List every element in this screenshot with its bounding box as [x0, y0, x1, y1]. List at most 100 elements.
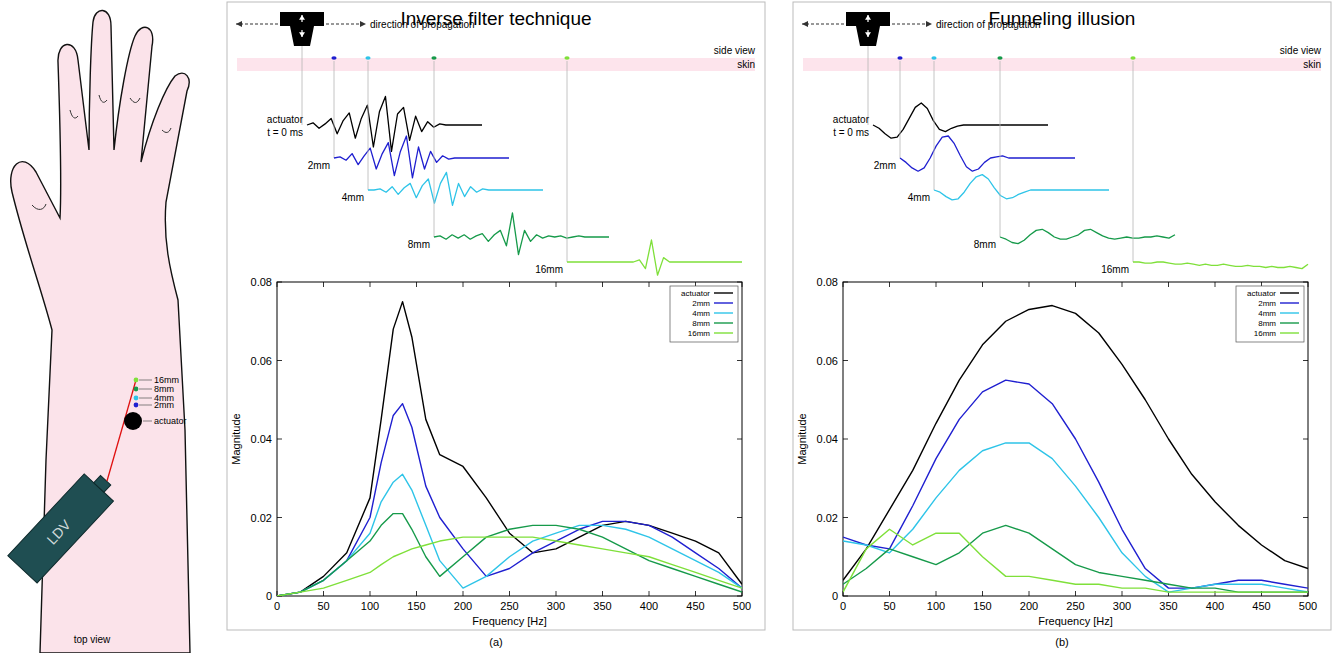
legend-swatch — [1280, 302, 1299, 303]
x-tick-label: 300 — [547, 600, 565, 612]
sensor-dot — [564, 56, 569, 60]
x-tick — [370, 591, 371, 596]
x-tick — [1075, 282, 1076, 287]
leader — [139, 405, 152, 406]
trace-sublabel: t = 0 ms — [267, 127, 303, 138]
skin-label: skin — [737, 59, 755, 70]
sensor-dot — [431, 56, 436, 60]
propagation-arrow — [236, 24, 278, 25]
propagation-arrow — [326, 24, 366, 25]
series-line — [277, 537, 742, 596]
trace-label: actuator — [267, 114, 304, 125]
legend-swatch — [714, 322, 733, 323]
x-tick — [1075, 591, 1076, 596]
y-tick — [277, 439, 282, 440]
x-tick — [1215, 282, 1216, 287]
drop-line — [368, 61, 369, 190]
x-tick — [416, 282, 417, 287]
waveform — [368, 172, 543, 205]
legend: actuator2mm4mm8mm16mm — [670, 286, 738, 342]
view-label: top view — [74, 634, 111, 645]
x-tick — [509, 591, 510, 596]
y-tick-label: 0.04 — [251, 433, 272, 445]
x-tick — [982, 282, 983, 287]
x-tick — [370, 282, 371, 287]
x-tick-label: 500 — [1299, 600, 1317, 612]
x-tick — [936, 591, 937, 596]
series-line — [843, 443, 1308, 592]
y-tick — [1303, 360, 1308, 361]
x-tick-label: 200 — [454, 600, 472, 612]
legend-swatch — [1280, 312, 1299, 313]
plot-frame — [843, 282, 1308, 596]
y-tick-label: 0.06 — [817, 355, 838, 367]
vibration-arrow — [301, 15, 302, 22]
x-tick — [602, 282, 603, 287]
series-line — [843, 525, 1308, 592]
y-tick-label: 0.06 — [251, 355, 272, 367]
sensor-dot — [997, 56, 1002, 60]
legend-label: actuator — [1247, 289, 1276, 298]
x-tick — [323, 591, 324, 596]
y-tick — [843, 439, 848, 440]
skin-band — [237, 58, 755, 71]
sensor-dot — [931, 56, 936, 60]
x-tick-label: 150 — [973, 600, 991, 612]
x-axis-title: Frequency [Hz] — [472, 615, 547, 627]
trace-label: 4mm — [908, 192, 930, 203]
y-tick-label: 0.02 — [251, 512, 272, 524]
legend-label: 16mm — [688, 329, 711, 338]
ldv-body — [8, 474, 114, 583]
actuator-dot — [124, 412, 142, 430]
measure-dot — [134, 378, 139, 383]
figure: LDV16mm8mm4mm2mmactuatortop viewInverse … — [0, 0, 1336, 653]
series-line — [277, 514, 742, 596]
y-tick-label: 0 — [266, 590, 272, 602]
y-tick-label: 0.02 — [817, 512, 838, 524]
waveform — [307, 96, 482, 151]
propagation-arrow — [802, 24, 844, 25]
trace-sublabel: t = 0 ms — [833, 127, 869, 138]
y-tick-label: 0.08 — [251, 276, 272, 288]
x-tick — [649, 591, 650, 596]
legend-swatch — [1280, 322, 1299, 323]
legend-label: 16mm — [1254, 329, 1277, 338]
x-tick-label: 100 — [927, 600, 945, 612]
laser-beam — [107, 380, 136, 481]
vibration-arrow — [301, 30, 302, 37]
finger-crease — [162, 128, 171, 132]
panel: Funneling illusion(b)side viewskindirect… — [793, 2, 1331, 648]
y-tick-label: 0 — [832, 590, 838, 602]
x-tick — [889, 591, 890, 596]
ldv-label: LDV — [44, 516, 75, 547]
drop-line — [1133, 61, 1134, 262]
x-tick-label: 450 — [1252, 600, 1270, 612]
series-group — [277, 302, 742, 596]
panel-frame — [793, 2, 1331, 630]
waveform — [1000, 229, 1175, 243]
y-tick — [1303, 517, 1308, 518]
waveform — [873, 103, 1048, 138]
x-tick — [416, 591, 417, 596]
waveform — [334, 136, 509, 178]
drop-line — [567, 61, 568, 262]
x-tick-label: 50 — [883, 600, 895, 612]
side-view-label: side view — [1280, 45, 1322, 56]
x-tick — [509, 282, 510, 287]
trace-label: 2mm — [874, 160, 896, 171]
propagation-arrow — [892, 24, 932, 25]
arm-label: actuator — [154, 416, 187, 426]
waveform — [434, 213, 609, 255]
x-tick-label: 250 — [1066, 600, 1084, 612]
series-line — [277, 474, 742, 596]
drop-line — [434, 61, 435, 237]
x-tick — [602, 591, 603, 596]
x-tick — [889, 282, 890, 287]
x-tick-label: 400 — [1206, 600, 1224, 612]
legend-swatch — [714, 312, 733, 313]
sensor-dot — [331, 56, 336, 60]
drop-line — [1000, 61, 1001, 237]
y-tick — [1303, 439, 1308, 440]
x-tick — [649, 282, 650, 287]
arm-view: LDV16mm8mm4mm2mmactuatortop view — [8, 10, 190, 653]
